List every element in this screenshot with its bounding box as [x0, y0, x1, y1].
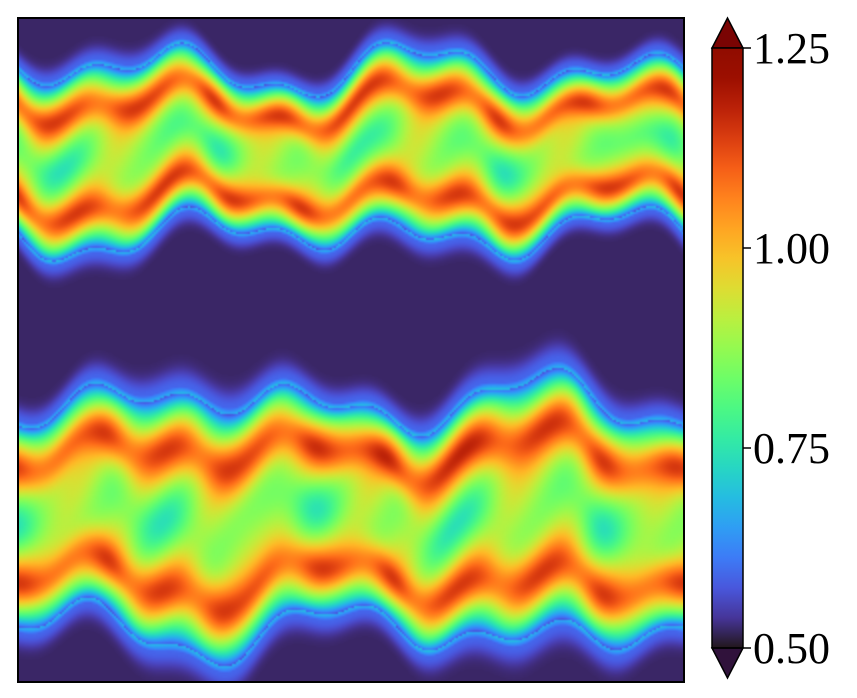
heatmap-image [18, 18, 684, 682]
plot-frame [17, 17, 685, 683]
colorbar-gradient [712, 48, 743, 648]
colorbar-tick-label: 0.75 [753, 424, 830, 473]
colorbar-tick-label: 1.25 [753, 24, 830, 73]
colorbar-extend-bottom [710, 647, 745, 680]
colorbar-frame [711, 47, 744, 649]
colorbar-extend-top [710, 16, 745, 49]
colorbar-tick-label: 1.00 [753, 224, 830, 273]
colorbar-tick-label: 0.50 [753, 624, 830, 673]
